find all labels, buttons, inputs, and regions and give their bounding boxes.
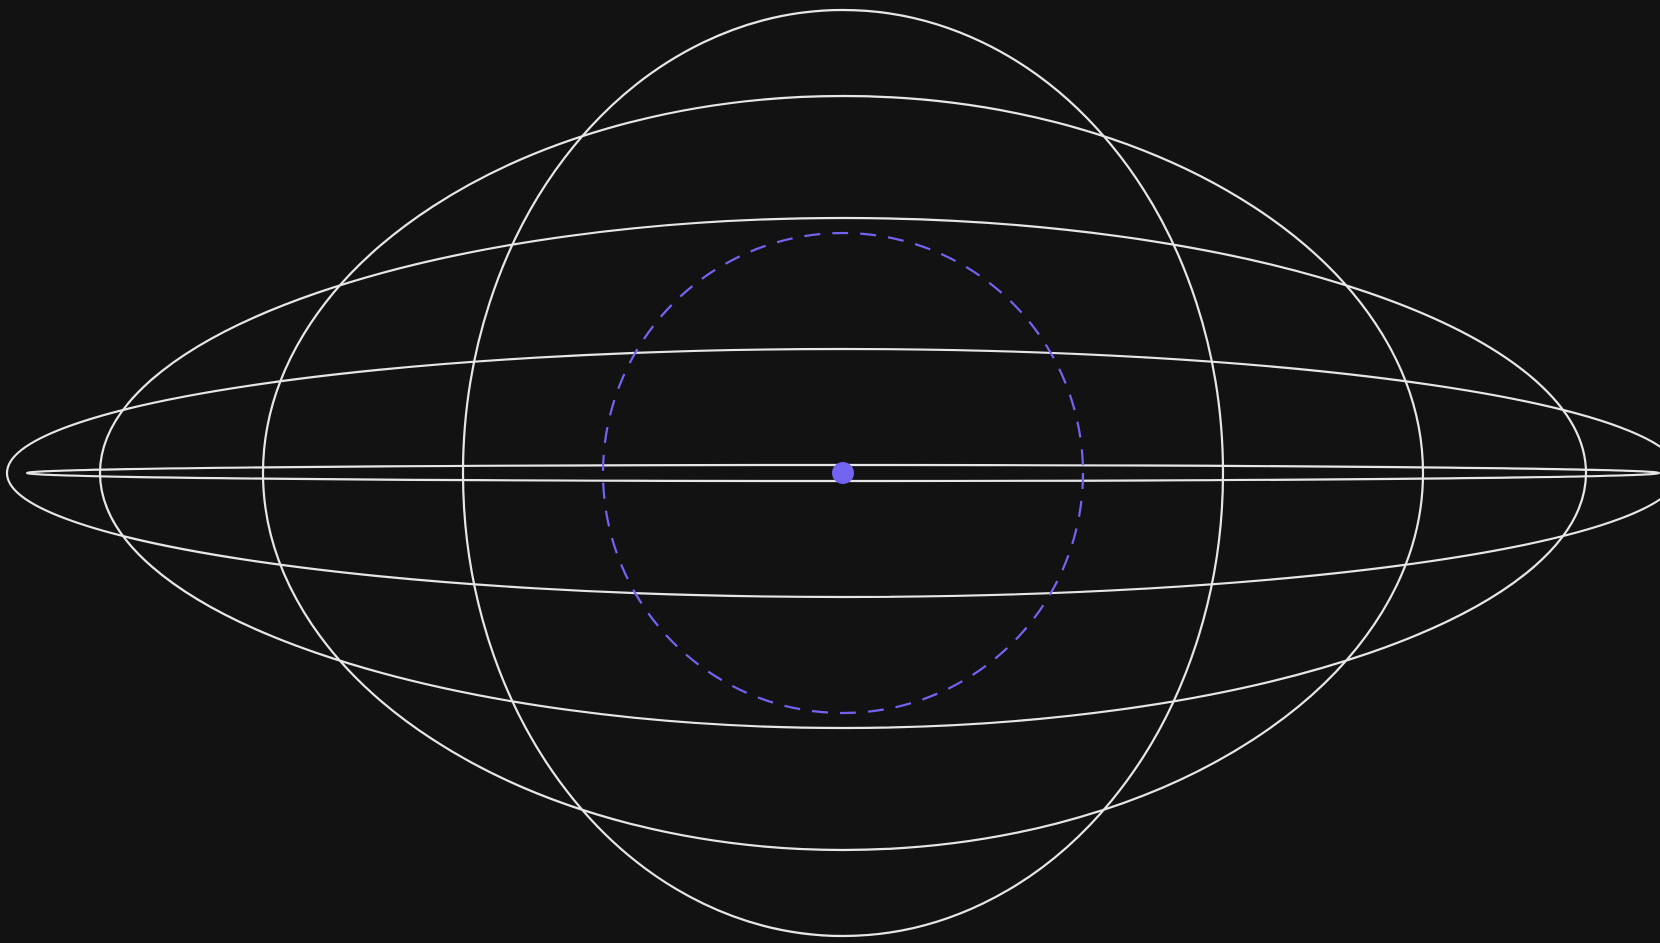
ellipse-ring-1 (461, 8, 1225, 938)
ellipse-ring-2 (261, 94, 1425, 852)
ellipse-ring-3 (98, 216, 1588, 730)
ellipse-ring-4 (6, 347, 1660, 599)
dashed-guide-circle (601, 231, 1085, 715)
center-point (832, 462, 854, 484)
